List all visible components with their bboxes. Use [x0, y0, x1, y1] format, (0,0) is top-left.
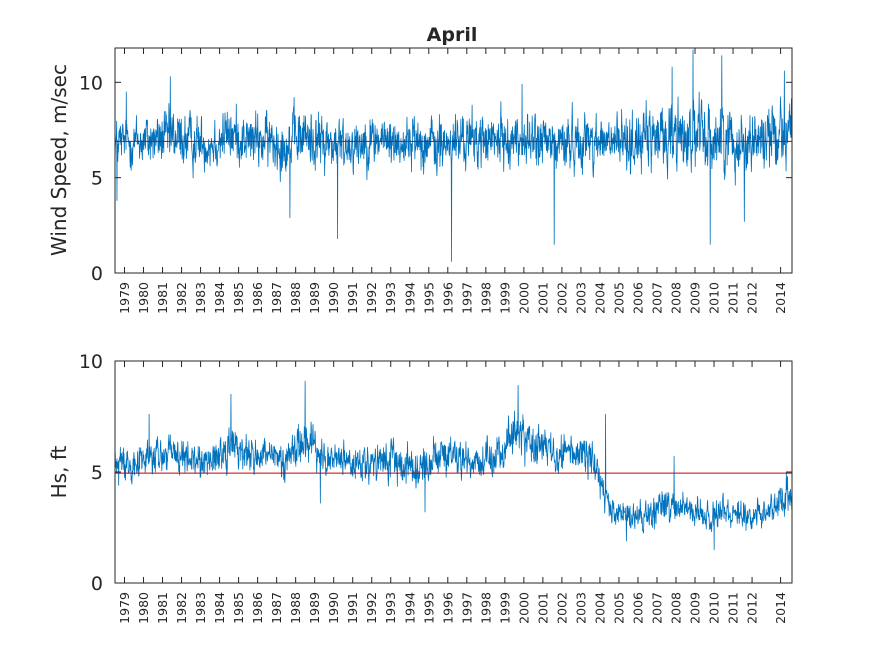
- x-tick-label: 1994: [402, 592, 417, 624]
- series-line: [114, 49, 793, 262]
- x-tick-label: 1987: [269, 592, 284, 624]
- x-tick-label: 1993: [383, 592, 398, 624]
- x-tick-label: 2012: [745, 592, 760, 624]
- x-tick-label: 1991: [345, 282, 360, 314]
- x-tick-label: 1987: [269, 282, 284, 314]
- x-tick-label: 2005: [611, 282, 626, 314]
- y-tick-label: 10: [79, 72, 103, 94]
- x-tick-label: 1981: [155, 592, 170, 624]
- x-tick-label: 2014: [773, 592, 788, 624]
- x-tick-label: 2010: [707, 282, 722, 314]
- x-tick-label: 2011: [726, 282, 741, 314]
- hs-ticks: [115, 360, 792, 584]
- y-tick-label: 5: [91, 168, 103, 190]
- x-tick-label: 1998: [478, 282, 493, 314]
- x-tick-label: 2010: [707, 592, 722, 624]
- x-tick-label: 1999: [497, 592, 512, 624]
- x-tick-label: 2002: [554, 592, 569, 624]
- wind-speed-ticks: [115, 48, 792, 274]
- hs-axes-box: [114, 360, 793, 584]
- x-tick-label: 1992: [364, 592, 379, 624]
- y-tick-label: 10: [79, 351, 103, 373]
- hs-series: [114, 380, 793, 551]
- x-tick-label: 1988: [288, 592, 303, 624]
- x-tick-label: 1998: [478, 592, 493, 624]
- x-tick-label: 1994: [402, 282, 417, 314]
- x-tick-label: 2002: [554, 282, 569, 314]
- x-tick-label: 2006: [630, 282, 645, 314]
- x-tick-label: 1995: [421, 592, 436, 624]
- x-tick-label: 2008: [669, 282, 684, 314]
- y-tick-label: 5: [91, 462, 103, 484]
- x-tick-label: 2007: [649, 282, 664, 314]
- x-tick-label: 1983: [193, 282, 208, 314]
- x-tick-label: 2009: [688, 592, 703, 624]
- x-tick-label: 2011: [726, 592, 741, 624]
- x-tick-label: 1990: [326, 592, 341, 624]
- y-axis-label-hs: Hs, ft: [47, 445, 71, 498]
- x-tick-label: 1997: [459, 282, 474, 314]
- x-tick-label: 1982: [174, 282, 189, 314]
- x-tick-label: 1985: [231, 282, 246, 314]
- x-tick-label: 2001: [535, 592, 550, 624]
- x-tick-label: 1999: [497, 282, 512, 314]
- x-tick-label: 1988: [288, 282, 303, 314]
- x-tick-label: 1981: [155, 282, 170, 314]
- x-tick-label: 1986: [250, 592, 265, 624]
- hs-panel: Hs, ft 0 5 10 1979 1980 1981 1982 1983 1984 1985 1…: [47, 351, 793, 624]
- x-tick-label: 2008: [669, 592, 684, 624]
- x-tick-label: 1996: [440, 592, 455, 624]
- x-tick-label: 1982: [174, 592, 189, 624]
- y-axis-label-wind-speed: Wind Speed, m/sec: [47, 64, 71, 256]
- x-tick-label: 1995: [421, 282, 436, 314]
- x-tick-label: 1989: [307, 592, 322, 624]
- x-tick-label: 1985: [231, 592, 246, 624]
- y-tick-label: 0: [91, 573, 103, 595]
- x-tick-label: 2003: [573, 592, 588, 624]
- x-tick-label: 1984: [212, 282, 227, 314]
- series-line: [114, 380, 793, 551]
- x-tick-label: 1992: [364, 282, 379, 314]
- x-tick-label: 1997: [459, 592, 474, 624]
- y-tick-label: 0: [91, 263, 103, 285]
- x-tick-label: 2004: [592, 282, 607, 314]
- x-tick-label: 1991: [345, 592, 360, 624]
- x-tick-label: 2009: [688, 282, 703, 314]
- x-tick-label: 2006: [630, 592, 645, 624]
- x-tick-label: 1984: [212, 592, 227, 624]
- x-tick-label: 1980: [136, 282, 151, 314]
- wind-speed-axes-box: [114, 47, 793, 274]
- wind-speed-series: [114, 49, 793, 262]
- x-tick-label: 1996: [440, 282, 455, 314]
- x-tick-label: 2001: [535, 282, 550, 314]
- x-tick-label: 1979: [117, 282, 132, 314]
- x-tick-label: 2012: [745, 282, 760, 314]
- x-tick-label: 1983: [193, 592, 208, 624]
- wind-speed-panel: April Wind Speed, m/sec 0 5 10 1979 1980 1981…: [47, 24, 793, 314]
- x-tick-label: 1990: [326, 282, 341, 314]
- hs-tick-labels: 0 5 10 1979 1980 1981 1982 1983 1984 1985 1986 1987…: [79, 351, 788, 624]
- x-tick-label: 2007: [649, 592, 664, 624]
- wind-speed-tick-labels: 0 5 10 1979 1980 1981 1982 1983 1984 1985 1986 1987…: [79, 72, 788, 313]
- x-tick-label: 1986: [250, 282, 265, 314]
- x-tick-label: 1979: [117, 592, 132, 624]
- x-tick-label: 2000: [516, 592, 531, 624]
- x-tick-label: 1989: [307, 282, 322, 314]
- x-tick-label: 2004: [592, 592, 607, 624]
- x-tick-label: 2014: [773, 282, 788, 314]
- x-tick-label: 2003: [573, 282, 588, 314]
- x-tick-label: 1993: [383, 282, 398, 314]
- chart-title: April: [427, 24, 478, 46]
- x-tick-label: 2005: [611, 592, 626, 624]
- x-tick-label: 2000: [516, 282, 531, 314]
- x-tick-label: 1980: [136, 592, 151, 624]
